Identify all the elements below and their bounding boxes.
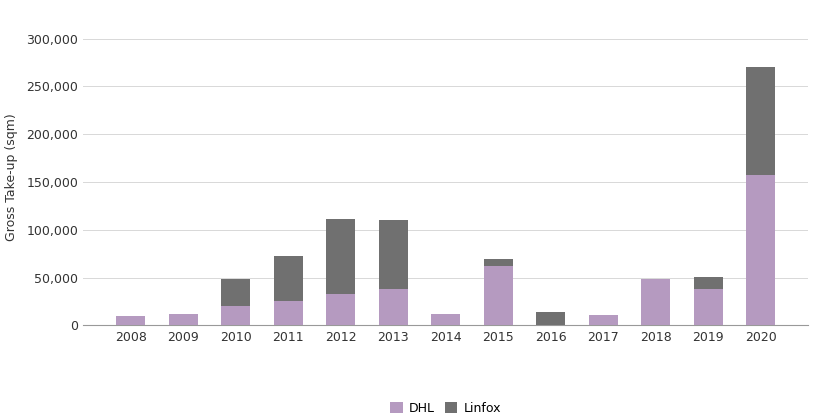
- Bar: [222, 279, 250, 306]
- Bar: [431, 314, 460, 325]
- Bar: [694, 289, 722, 325]
- Bar: [536, 312, 565, 325]
- Y-axis label: Gross Take-up (sqm): Gross Take-up (sqm): [5, 113, 18, 241]
- Bar: [169, 314, 197, 325]
- Bar: [694, 276, 722, 289]
- Bar: [222, 306, 250, 325]
- Bar: [641, 279, 670, 325]
- Bar: [379, 289, 407, 325]
- Bar: [327, 219, 355, 294]
- Bar: [746, 175, 775, 325]
- Bar: [327, 294, 355, 325]
- Bar: [274, 301, 302, 325]
- Bar: [274, 256, 302, 301]
- Bar: [746, 68, 775, 175]
- Legend: DHL, Linfox: DHL, Linfox: [385, 397, 506, 417]
- Bar: [117, 316, 145, 325]
- Bar: [379, 220, 407, 289]
- Bar: [484, 266, 512, 325]
- Bar: [484, 259, 512, 266]
- Bar: [589, 315, 617, 325]
